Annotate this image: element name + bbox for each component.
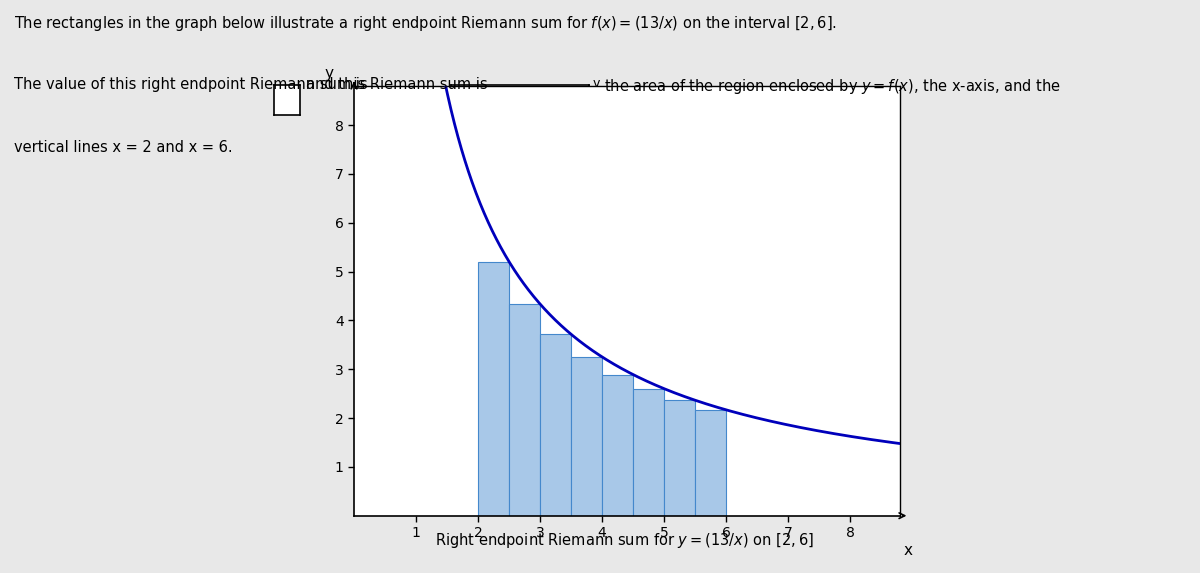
Bar bbox=[634, 388, 665, 516]
Text: vertical lines x = 2 and x = 6.: vertical lines x = 2 and x = 6. bbox=[14, 140, 233, 155]
Bar bbox=[478, 262, 509, 516]
Text: and this Riemann sum is: and this Riemann sum is bbox=[306, 77, 487, 92]
Text: Right endpoint Riemann sum for $y = (13/x)$ on $[2, 6]$: Right endpoint Riemann sum for $y = (13/… bbox=[434, 531, 814, 550]
Bar bbox=[602, 375, 634, 516]
Bar bbox=[571, 357, 602, 516]
Bar bbox=[695, 410, 726, 516]
Text: y: y bbox=[325, 66, 334, 81]
Text: the area of the region enclosed by $y = f(x)$, the x-axis, and the: the area of the region enclosed by $y = … bbox=[604, 77, 1061, 96]
Text: [select an answer]: [select an answer] bbox=[460, 93, 588, 107]
Bar bbox=[665, 401, 695, 516]
Text: The rectangles in the graph below illustrate a right endpoint Riemann sum for $f: The rectangles in the graph below illust… bbox=[14, 14, 838, 33]
Text: The value of this right endpoint Riemann sum is: The value of this right endpoint Riemann… bbox=[14, 77, 368, 92]
Bar bbox=[509, 304, 540, 516]
Text: x: x bbox=[904, 543, 912, 558]
Bar bbox=[540, 334, 571, 516]
Text: v: v bbox=[593, 77, 600, 91]
